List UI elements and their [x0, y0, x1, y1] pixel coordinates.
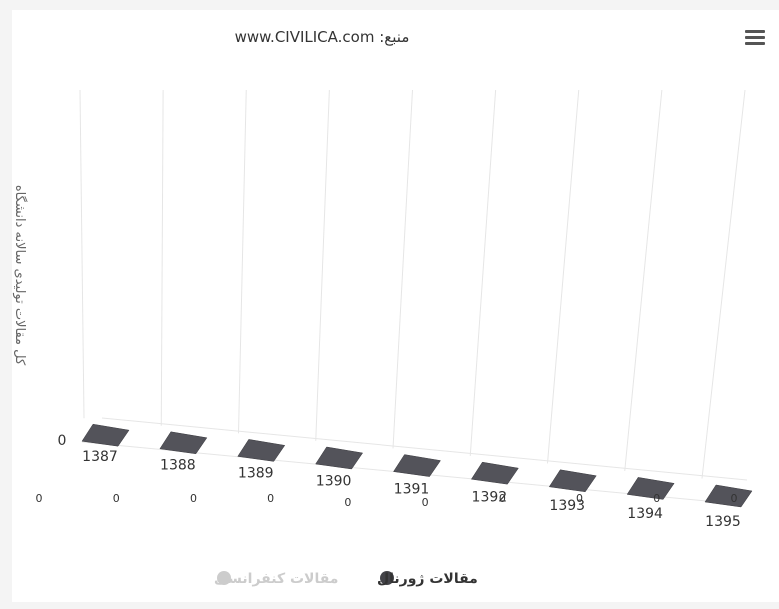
bar-journal	[393, 454, 441, 477]
y-axis-title: کل مقالات تولیدی سالانه دانشگاه	[12, 185, 28, 366]
x-axis-label: 1391	[394, 482, 430, 498]
gridline	[238, 89, 247, 434]
data-label: 0	[36, 492, 43, 505]
chart-subtitle: منبع: www.CIVILICA.com	[235, 28, 410, 46]
bar-journal	[704, 484, 753, 508]
data-label: 0	[190, 492, 197, 505]
legend-label: مقالات کنفرانسی	[214, 571, 338, 587]
gridline	[79, 89, 85, 419]
x-axis-label: 1387	[82, 449, 118, 465]
gridline	[624, 89, 663, 472]
bar-journal	[315, 446, 364, 470]
x-axis-label: 1388	[160, 457, 196, 473]
x-axis-label: 1394	[627, 506, 663, 522]
gridline	[469, 89, 497, 456]
legend-item[interactable]: مقالات کنفرانسی	[214, 571, 338, 587]
bar-journal	[548, 469, 597, 493]
data-label: 0	[267, 492, 274, 505]
bar-journal	[470, 461, 519, 485]
data-label: 0	[576, 492, 583, 505]
bar-journal	[237, 439, 286, 462]
data-labels: 0 0 0 0 0 0 0 0 0 0	[36, 492, 738, 509]
legend: مقالات ژورنال مقالات کنفرانسی	[214, 571, 478, 587]
data-label: 0	[653, 492, 660, 505]
legend-symbol-icon	[217, 571, 231, 585]
x-axis-label: 1390	[316, 473, 352, 489]
data-label: 0	[499, 492, 506, 505]
data-label: 0	[422, 496, 429, 509]
x-axis-label: 1393	[549, 498, 585, 514]
hamburger-menu-icon	[745, 30, 765, 45]
x-axis-label: 1395	[705, 514, 741, 530]
bar-journal	[159, 431, 208, 455]
gridlines	[79, 89, 746, 479]
legend-symbol-icon	[380, 571, 394, 585]
gridline	[547, 89, 580, 464]
chart-menu-button[interactable]	[739, 22, 769, 52]
x-axis-labels: 1387 1388 1389 1390 1391 1392 1393 1394 1395	[82, 449, 741, 530]
gridline	[315, 89, 330, 441]
data-label: 0	[731, 492, 738, 505]
x-axis-label: 1389	[238, 465, 274, 481]
y-axis-tick-label: 0	[58, 433, 67, 449]
gridline	[160, 89, 164, 426]
legend-item[interactable]: مقالات ژورنال	[377, 571, 478, 587]
legend-label: مقالات ژورنال	[377, 571, 478, 587]
data-label: 0	[344, 496, 351, 509]
data-label: 0	[113, 492, 120, 505]
gridline	[392, 89, 413, 449]
gridline	[701, 89, 746, 479]
bar-journal	[626, 477, 675, 500]
x-axis-label: 1392	[472, 490, 508, 506]
floor-edge	[101, 417, 748, 481]
bars	[81, 423, 753, 508]
bar-journal	[81, 423, 130, 447]
